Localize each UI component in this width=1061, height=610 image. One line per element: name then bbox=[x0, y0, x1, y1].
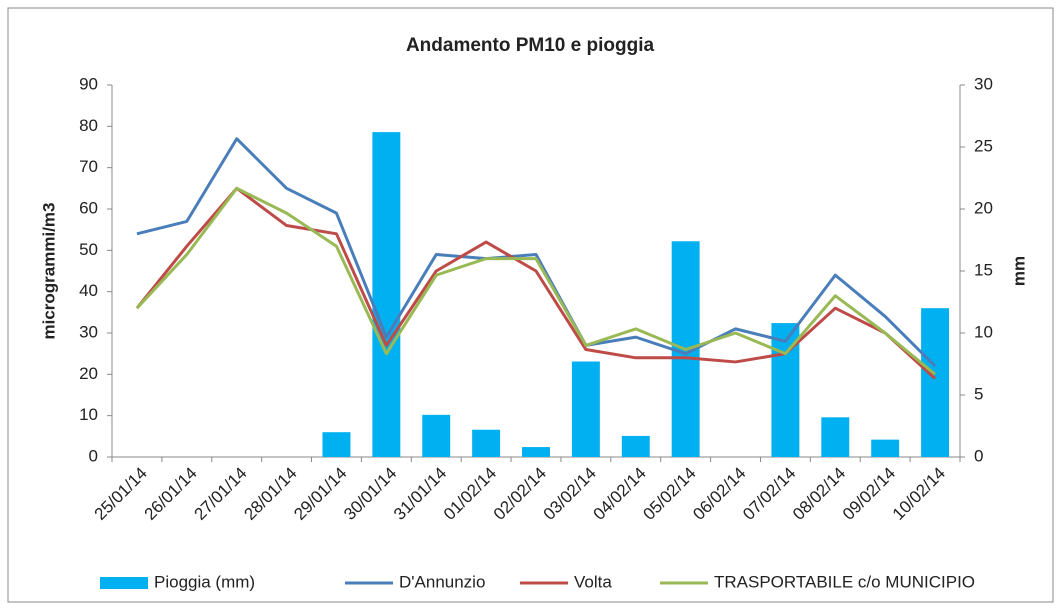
bar bbox=[821, 417, 850, 457]
y-tick-label: 0 bbox=[89, 446, 98, 465]
legend-label: Volta bbox=[574, 572, 612, 591]
legend-label: TRASPORTABILE c/o MUNICIPIO bbox=[714, 572, 975, 591]
y-tick-label: 30 bbox=[79, 322, 98, 341]
y-tick-label: 40 bbox=[79, 281, 98, 300]
bar bbox=[372, 132, 401, 457]
y2-tick-label: 20 bbox=[974, 198, 993, 217]
y2-axis-label: mm bbox=[1009, 256, 1028, 286]
y-tick-label: 90 bbox=[79, 74, 98, 93]
y-tick-label: 60 bbox=[79, 198, 98, 217]
y-tick-label: 50 bbox=[79, 240, 98, 259]
y-tick-label: 10 bbox=[79, 405, 98, 424]
y2-tick-label: 15 bbox=[974, 260, 993, 279]
chart-title: Andamento PM10 e pioggia bbox=[406, 35, 655, 56]
y2-tick-label: 0 bbox=[974, 446, 983, 465]
line-series bbox=[136, 137, 937, 368]
y2-tick-label: 25 bbox=[974, 136, 993, 155]
y-tick-label: 70 bbox=[79, 157, 98, 176]
legend-label: Pioggia (mm) bbox=[154, 572, 255, 591]
y-axis-label: microgrammi/m3 bbox=[39, 203, 58, 340]
line-series bbox=[135, 186, 937, 380]
bar bbox=[571, 361, 600, 457]
y-tick-label: 20 bbox=[79, 364, 98, 383]
y2-tick-label: 5 bbox=[974, 384, 983, 403]
bar bbox=[522, 447, 550, 457]
y-tick-label: 80 bbox=[79, 116, 98, 135]
legend-label: D'Annunzio bbox=[399, 572, 485, 591]
chart-border bbox=[7, 7, 1054, 603]
bar bbox=[871, 439, 900, 457]
line-series bbox=[135, 186, 937, 376]
bar bbox=[322, 432, 351, 457]
y2-tick-label: 10 bbox=[974, 322, 993, 341]
bar bbox=[472, 429, 501, 457]
y2-tick-label: 30 bbox=[974, 74, 993, 93]
legend-swatch bbox=[100, 577, 148, 589]
bar bbox=[921, 308, 950, 457]
bar bbox=[422, 414, 451, 457]
bar bbox=[621, 435, 650, 457]
